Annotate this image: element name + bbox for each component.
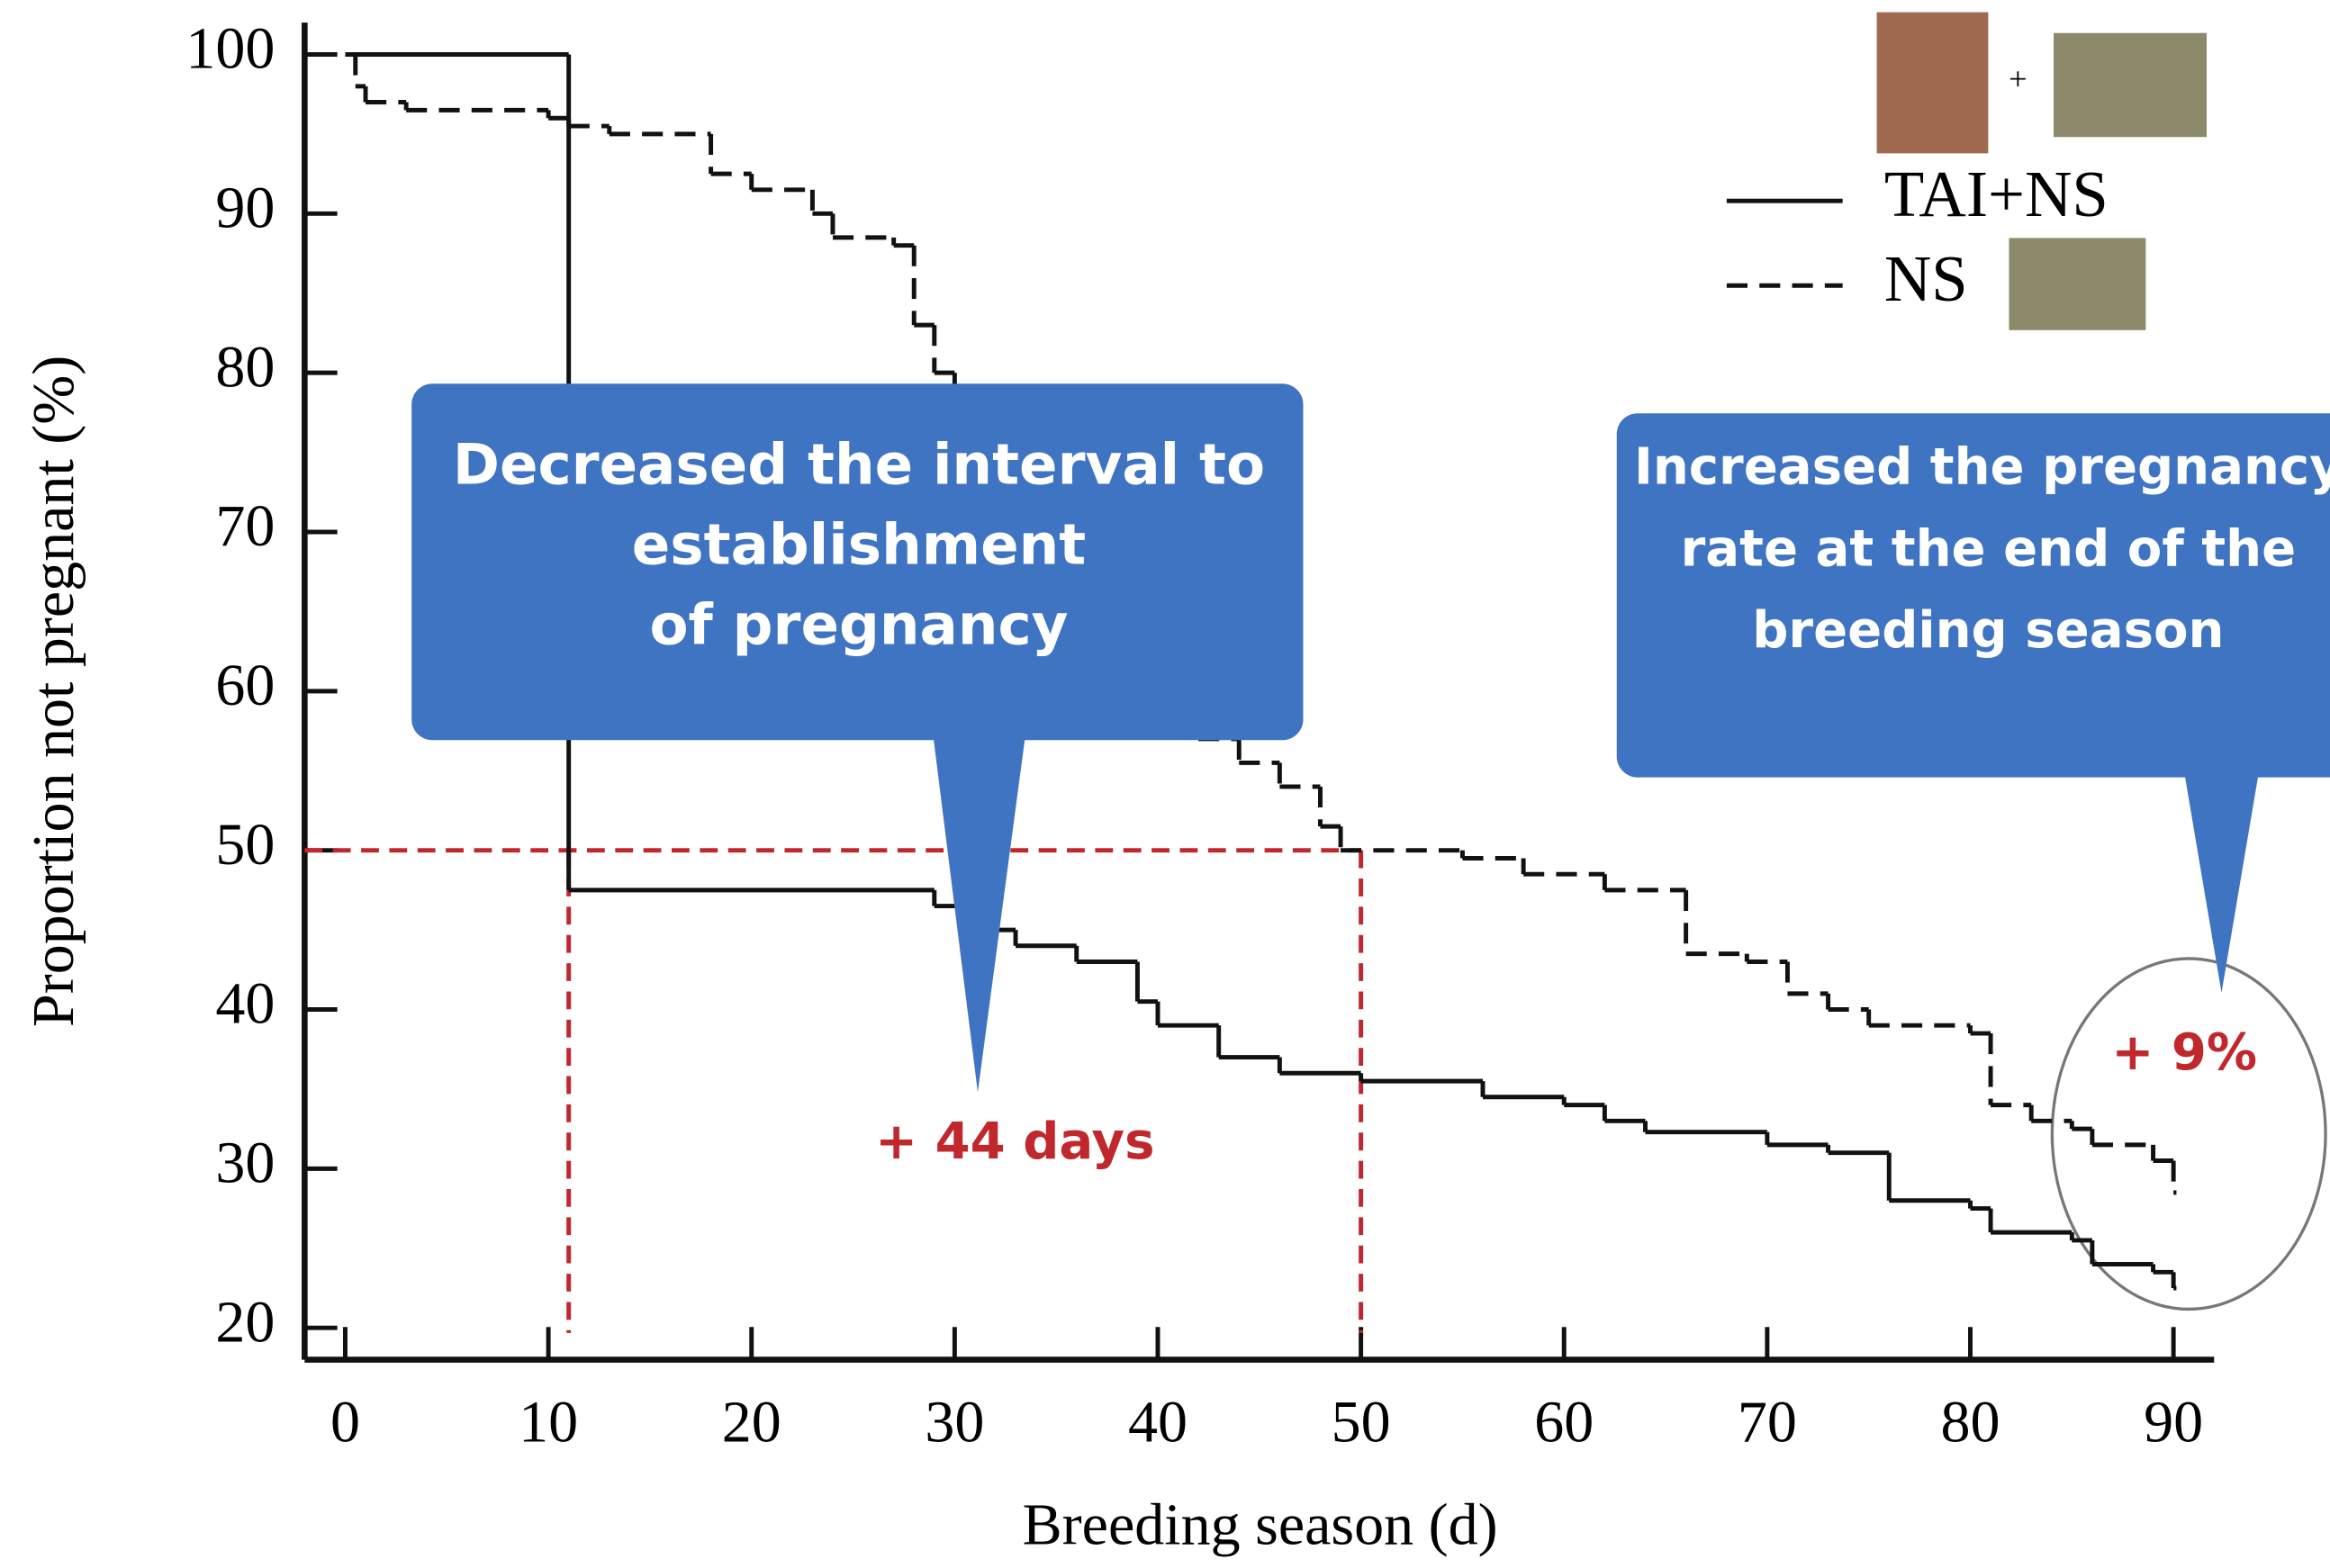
- annotation: + 9%: [2111, 1023, 2257, 1082]
- y-tick-label: 20: [215, 1289, 275, 1355]
- callout-text: Increased the pregnancy: [1634, 438, 2330, 497]
- callout-pointer: [2184, 772, 2259, 993]
- callout-text: establishment: [632, 511, 1086, 577]
- legend-label: TAI+NS: [1884, 158, 2109, 230]
- x-tick-label: 0: [330, 1390, 360, 1455]
- y-tick-label: 60: [215, 653, 275, 718]
- callout-text: breeding season: [1752, 601, 2224, 660]
- highlight-ellipse: [2050, 957, 2327, 1311]
- x-tick-label: 20: [722, 1390, 781, 1455]
- x-tick-label: 80: [1940, 1390, 2000, 1455]
- callout-text: of pregnancy: [649, 592, 1068, 658]
- y-axis-label: Proportion not pregnant (%): [21, 356, 86, 1027]
- x-tick-label: 60: [1534, 1390, 1594, 1455]
- callout-text: rate at the end of the: [1681, 519, 2297, 578]
- y-tick-label: 80: [215, 334, 275, 400]
- legend-photo: [2054, 32, 2208, 138]
- legend-plus: +: [2009, 60, 2027, 96]
- annotation: + 44 days: [875, 1113, 1154, 1171]
- y-tick-label: 50: [215, 812, 275, 878]
- callout-pointer: [933, 735, 1025, 1093]
- legend-photo: [2009, 238, 2146, 330]
- y-tick-label: 70: [215, 493, 275, 559]
- x-tick-label: 90: [2144, 1390, 2203, 1455]
- y-tick-label: 100: [185, 16, 275, 82]
- callout-box: [411, 383, 1304, 741]
- y-tick-label: 90: [215, 175, 275, 240]
- y-tick-label: 30: [215, 1131, 275, 1196]
- callout-text: Decreased the interval to: [453, 431, 1265, 497]
- legend-label: NS: [1884, 242, 1968, 315]
- x-tick-label: 50: [1332, 1390, 1391, 1455]
- x-tick-label: 70: [1738, 1390, 1797, 1455]
- callout-box: [1616, 413, 2330, 778]
- x-tick-label: 30: [925, 1390, 984, 1455]
- x-tick-label: 40: [1128, 1390, 1188, 1455]
- x-tick-label: 10: [519, 1390, 578, 1455]
- y-tick-label: 40: [215, 971, 275, 1037]
- legend-photo: [1876, 12, 1989, 154]
- x-axis-label: Breeding season (d): [1023, 1492, 1498, 1558]
